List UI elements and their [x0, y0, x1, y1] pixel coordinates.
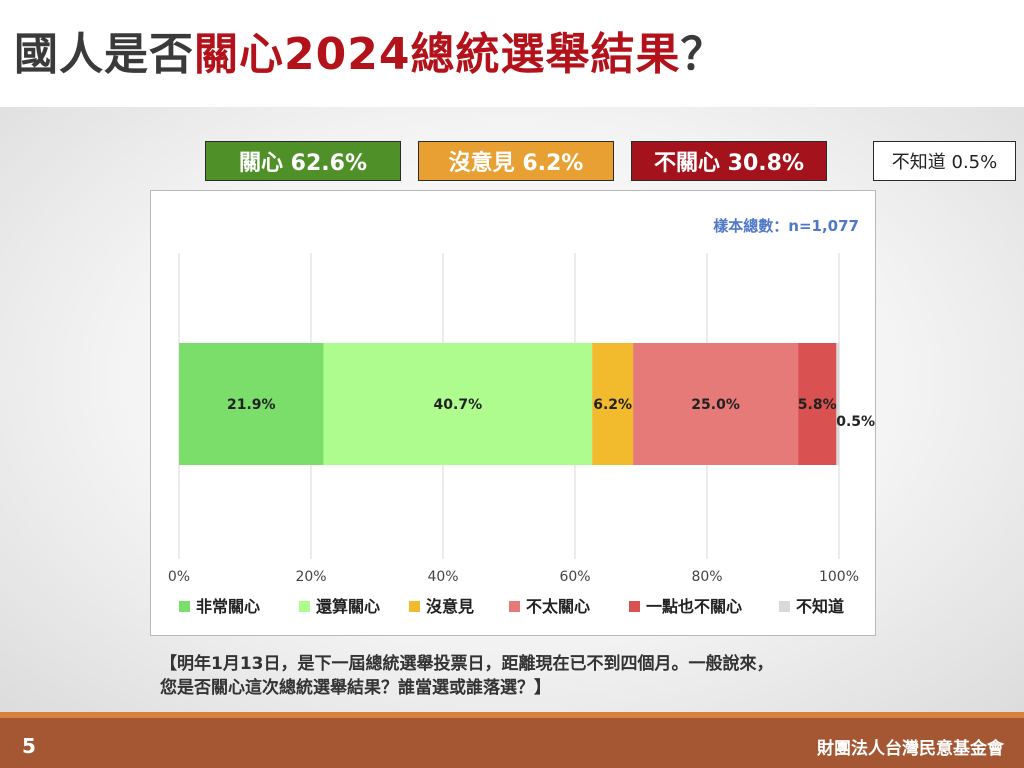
summary-no-opinion-box: 沒意見 6.2% [418, 141, 614, 181]
data-label: 21.9% [227, 397, 276, 413]
bar-segment [592, 343, 634, 465]
bar-segment [633, 343, 799, 465]
title-prefix: 國人是否 [14, 29, 194, 80]
data-label: 0.5% [836, 414, 875, 430]
bar-segment [179, 343, 324, 465]
x-tick-label: 0% [168, 569, 190, 585]
bar-segment [323, 343, 593, 465]
chart-card: 樣本總數：n=1,077 0% 20% 40% 60% 80% 100% 21.9% 40.7%… [150, 190, 876, 636]
title-highlight: 關心2024總統選舉結果 [194, 29, 681, 80]
question-note: 【明年1月13日，是下一屆總統選舉投票日，距離現在已不到四個月。一般說來， 您是… [160, 652, 773, 700]
x-tick-label: 40% [427, 569, 458, 585]
x-tick-label: 60% [559, 569, 590, 585]
legend-label: 還算關心 [316, 597, 380, 616]
title-suffix: ？ [680, 29, 726, 80]
organization-name: 財團法人台灣民意基金會 [817, 739, 1004, 759]
x-tick-label: 100% [819, 569, 859, 585]
data-label: 40.7% [434, 397, 483, 413]
legend-swatch [629, 601, 640, 612]
data-label: 5.8% [798, 397, 837, 413]
legend-label: 一點也不關心 [646, 597, 742, 616]
x-tick-label: 80% [691, 569, 722, 585]
legend-label: 不太關心 [526, 597, 590, 616]
sample-size-note: 樣本總數：n=1,077 [713, 217, 859, 235]
question-note-line2: 您是否關心這次總統選舉結果？誰當選或誰落選？】 [160, 678, 551, 698]
question-note-line1: 【明年1月13日，是下一屆總統選舉投票日，距離現在已不到四個月。一般說來， [160, 654, 774, 674]
stacked-bar-chart: 樣本總數：n=1,077 0% 20% 40% 60% 80% 100% 21.9% 40.7%… [168, 217, 875, 616]
summary-not-care-box: 不關心 30.8% [631, 141, 827, 181]
summary-care-box: 關心 62.6% [205, 141, 401, 181]
legend-swatch [409, 601, 420, 612]
summary-unknown-box: 不知道 0.5% [873, 141, 1016, 181]
x-tick-label: 20% [295, 569, 326, 585]
legend-label: 非常關心 [196, 597, 260, 616]
data-label: 25.0% [691, 397, 740, 413]
legend-swatch [779, 601, 790, 612]
page-number: 5 [22, 734, 36, 758]
bar-segment [798, 343, 837, 465]
page-title: 國人是否關心2024總統選舉結果？ [14, 18, 725, 82]
legend-swatch [509, 601, 520, 612]
legend-label: 不知道 [796, 597, 844, 616]
bar-segment [836, 343, 840, 465]
legend-swatch [179, 601, 190, 612]
legend-swatch [299, 601, 310, 612]
legend-label: 沒意見 [426, 597, 474, 616]
footer-bar: 5 財團法人台灣民意基金會 [0, 712, 1024, 768]
data-label: 6.2% [593, 397, 632, 413]
